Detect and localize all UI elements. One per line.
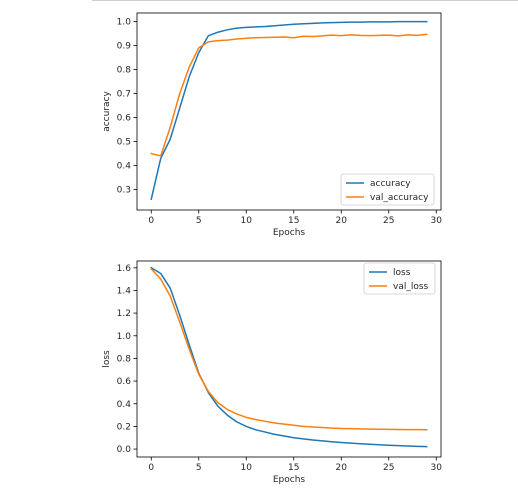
x-axis-label: Epochs bbox=[273, 475, 306, 485]
x-axis-label: Epochs bbox=[273, 228, 306, 238]
y-tick-label: 0.4 bbox=[117, 162, 132, 172]
chart-loss: 0 5 10 15 20 25 30 0.0 0.2 0.4 0.6 0.8 1.0 1.2 1.4 1.6 E… bbox=[102, 260, 443, 485]
cell-top-border bbox=[92, 0, 518, 1]
x-tick-label: 25 bbox=[383, 463, 394, 473]
y-axis-label: accuracy bbox=[102, 91, 112, 132]
y-tick-label: 0.8 bbox=[117, 354, 132, 364]
chart-accuracy: 0 5 10 15 20 25 30 0.3 0.4 0.5 0.6 0.7 0.8 0.9 1.0 Epoc… bbox=[102, 12, 443, 238]
y-tick-label: 0.4 bbox=[117, 400, 132, 410]
legend-label-accuracy: accuracy bbox=[370, 179, 411, 189]
y-tick-label: 1.2 bbox=[117, 309, 131, 319]
legend-label-val-accuracy: val_accuracy bbox=[370, 193, 429, 203]
y-tick-label: 0.6 bbox=[117, 114, 132, 124]
y-tick-label: 0.2 bbox=[117, 422, 131, 432]
y-tick-label: 0.6 bbox=[117, 377, 132, 387]
x-tick-label: 10 bbox=[241, 216, 253, 226]
y-tick-label: 0.5 bbox=[117, 138, 131, 148]
legend-label-val-loss: val_loss bbox=[393, 282, 429, 292]
y-tick-label: 1.0 bbox=[117, 332, 132, 342]
x-tick-label: 5 bbox=[196, 216, 202, 226]
x-tick-label: 30 bbox=[431, 216, 443, 226]
series-line-val-accuracy bbox=[150, 33, 428, 157]
legend: loss val_loss bbox=[363, 262, 436, 295]
x-tick-label: 0 bbox=[148, 216, 154, 226]
x-tick-label: 20 bbox=[336, 216, 348, 226]
plot-frame bbox=[136, 12, 442, 211]
x-tick-label: 20 bbox=[336, 463, 348, 473]
x-tick-label: 15 bbox=[288, 216, 299, 226]
x-tick-label: 0 bbox=[148, 463, 154, 473]
y-tick-label: 0.3 bbox=[117, 186, 131, 196]
legend-label-loss: loss bbox=[393, 268, 411, 278]
plot-frame bbox=[136, 260, 442, 458]
y-tick-label: 0.7 bbox=[117, 89, 131, 99]
y-tick-label: 1.4 bbox=[117, 286, 132, 296]
y-axis-label: loss bbox=[102, 350, 112, 368]
y-tick-label: 1.6 bbox=[117, 264, 132, 274]
series-line-accuracy bbox=[150, 20, 428, 201]
x-tick-label: 10 bbox=[241, 463, 253, 473]
y-tick-label: 0.8 bbox=[117, 65, 132, 75]
x-tick-label: 25 bbox=[383, 216, 394, 226]
x-tick-label: 15 bbox=[288, 463, 299, 473]
y-tick-label: 0.9 bbox=[117, 41, 132, 51]
legend-box bbox=[340, 173, 435, 206]
y-tick-label: 1.0 bbox=[117, 17, 132, 27]
legend: accuracy val_accuracy bbox=[340, 173, 435, 206]
series-line-val-loss bbox=[150, 267, 428, 431]
x-tick-label: 5 bbox=[196, 463, 202, 473]
x-tick-label: 30 bbox=[431, 463, 443, 473]
y-tick-label: 0.0 bbox=[117, 445, 132, 455]
